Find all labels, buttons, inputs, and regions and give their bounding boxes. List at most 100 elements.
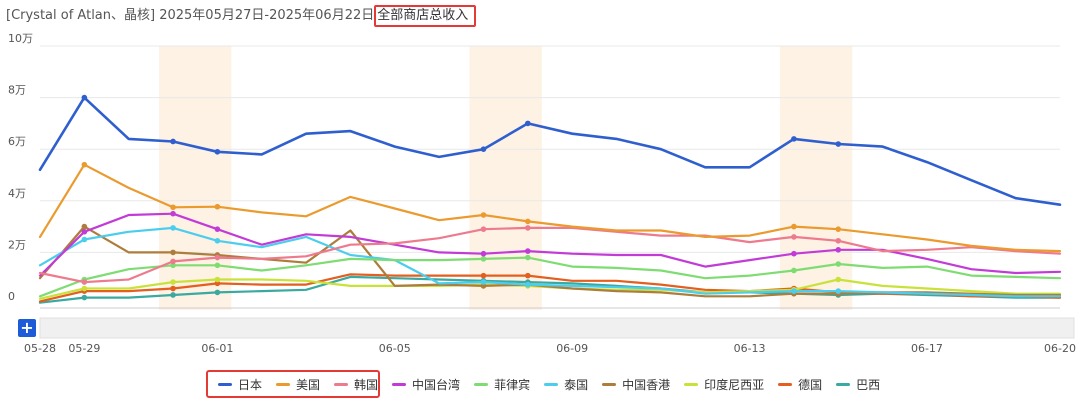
data-point [214,237,221,244]
data-point [81,294,88,301]
data-point [214,276,221,283]
y-tick-label: 2万 [8,238,26,251]
legend-item[interactable]: 中国香港 [602,374,670,394]
legend-label: 中国台湾 [412,377,461,392]
data-point [81,279,88,285]
data-point [170,285,176,292]
data-point [170,138,176,145]
legend-label: 巴西 [856,377,881,392]
zoom-scroll-track[interactable] [39,317,1075,339]
series-line-泰国 [38,226,1062,298]
data-point [480,226,487,232]
data-point [170,249,176,256]
data-point [791,234,797,240]
data-point [525,281,531,288]
data-point [81,94,88,101]
data-point [525,272,531,279]
x-tick-label: 06-01 [201,342,233,355]
data-point [214,226,221,232]
x-tick-label: 06-17 [911,342,943,355]
data-point [835,288,842,294]
legend-item[interactable]: 德国 [778,374,822,394]
legend-swatch [684,382,699,386]
data-point [525,248,531,254]
data-point [214,262,221,269]
data-point [791,136,797,142]
weekend-band-0 [159,46,232,310]
y-tick-label: 10万 [8,32,33,45]
legend-label: 韩国 [354,377,379,392]
data-point [81,228,88,235]
weekend-band-1 [469,46,542,310]
data-point [835,237,842,244]
legend-item[interactable]: 印度尼西亚 [684,374,764,394]
data-point [525,218,531,225]
legend-item[interactable]: 美国 [276,374,320,394]
chart-title: [Crystal of Atlan、晶核] 2025年05月27日-2025年0… [6,4,477,27]
legend-item[interactable]: 日本 [218,374,262,394]
data-point [480,250,487,257]
data-point [525,254,531,261]
series-line-日本 [38,96,1062,206]
data-point [835,276,842,283]
legend: 日本 美国 韩国 中国台湾 菲律宾 泰国 中国香港 印度尼西亚 德国 巴西 [218,374,880,394]
data-point [835,247,842,253]
data-point [480,146,487,152]
legend-label: 泰国 [564,377,589,392]
data-point [480,283,487,289]
legend-item[interactable]: 菲律宾 [474,374,530,394]
x-tick-label: 05-29 [68,342,100,355]
legend-item[interactable]: 巴西 [836,374,880,394]
data-point [480,256,487,262]
data-point [791,223,797,230]
x-tick-label: 06-13 [734,342,766,355]
data-point [170,262,176,269]
title-prefix: [Crystal of Atlan、晶核] 2025年05月27日-2025年0… [6,8,375,23]
data-point [81,161,88,168]
legend-item[interactable]: 中国台湾 [392,374,460,394]
data-point [170,204,176,211]
legend-swatch [392,382,407,386]
data-point [480,272,487,279]
data-point [214,203,221,210]
data-point [170,225,176,231]
legend-item[interactable]: 韩国 [334,374,378,394]
data-point [525,120,531,127]
x-tick-label: 06-20 [1044,342,1076,355]
data-point [170,279,176,285]
data-point [835,141,842,147]
data-point [835,226,842,232]
y-tick-label: 0 [8,290,15,303]
data-point [480,212,487,218]
y-tick-label: 8万 [8,84,26,97]
legend-swatch [544,382,559,386]
zoom-add-button[interactable]: + [18,319,36,337]
legend-swatch [778,382,793,386]
series-line-美国 [38,163,1062,253]
data-point [170,292,176,298]
legend-swatch [276,382,291,386]
data-point [214,289,221,296]
data-point [170,210,176,217]
data-point [791,288,797,294]
series-line-菲律宾 [38,256,1062,298]
data-point [214,254,221,261]
data-point [81,223,88,230]
legend-swatch [602,382,617,386]
y-tick-label: 4万 [8,187,26,200]
x-tick-label: 05-28 [24,342,56,355]
legend-label: 印度尼西亚 [704,377,765,392]
data-point [81,285,88,292]
data-point [791,250,797,257]
data-point [214,148,221,155]
legend-swatch [334,382,349,386]
legend-label: 日本 [238,377,263,392]
legend-swatch [218,382,232,386]
legend-item[interactable]: 泰国 [544,374,588,394]
series-line-韩国 [38,226,1062,284]
y-tick-label: 6万 [8,135,26,148]
legend-highlight-box [206,370,380,398]
legend-label: 菲律宾 [494,377,531,392]
legend-label: 美国 [296,377,321,392]
